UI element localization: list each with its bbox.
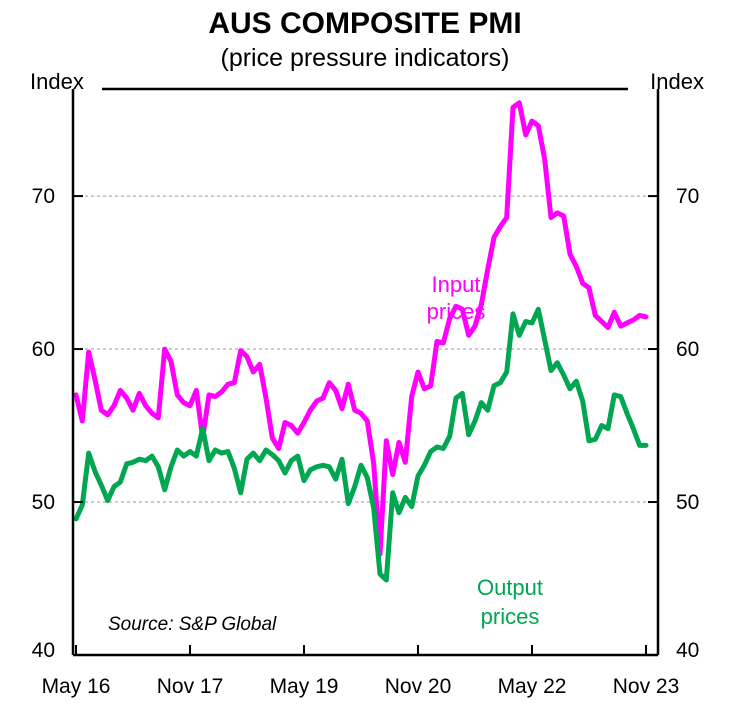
- input-prices-line: [73, 100, 649, 557]
- chart-title: AUS COMPOSITE PMI: [208, 7, 521, 40]
- y-tick-label-left: 40: [32, 639, 55, 662]
- output-prices-label: prices: [481, 604, 540, 629]
- y-tick-label-right: 60: [676, 338, 699, 361]
- y-tick-label-left: 70: [32, 185, 55, 208]
- output-prices-label: Output: [477, 575, 543, 600]
- y-tick-label-right: 50: [676, 491, 699, 514]
- input-prices-label: prices: [427, 299, 486, 324]
- input-prices-label: Input: [432, 272, 481, 297]
- y-tick-label-right: 40: [676, 639, 699, 662]
- source-note: Source: S&P Global: [108, 614, 277, 635]
- gridlines: [73, 195, 658, 503]
- y-tick-label-left: 60: [32, 338, 55, 361]
- ticks: 40 40 50 50 60 60 70 70 May 16 Nov 17 May 19 Nov 20…: [32, 185, 700, 698]
- x-tick-label: May 22: [498, 675, 567, 698]
- series-lines: [73, 100, 649, 583]
- left-axis-unit: Index: [30, 69, 84, 94]
- x-tick-label: May 16: [42, 675, 111, 698]
- x-tick-label: Nov 23: [613, 675, 680, 698]
- x-tick-label: Nov 17: [157, 675, 224, 698]
- chart-subtitle: (price pressure indicators): [221, 44, 510, 72]
- x-tick-label: Nov 20: [385, 675, 452, 698]
- y-tick-label-left: 50: [32, 491, 55, 514]
- output-prices-line: [73, 306, 649, 583]
- x-tick-label: May 19: [270, 675, 339, 698]
- y-tick-label-right: 70: [676, 185, 699, 208]
